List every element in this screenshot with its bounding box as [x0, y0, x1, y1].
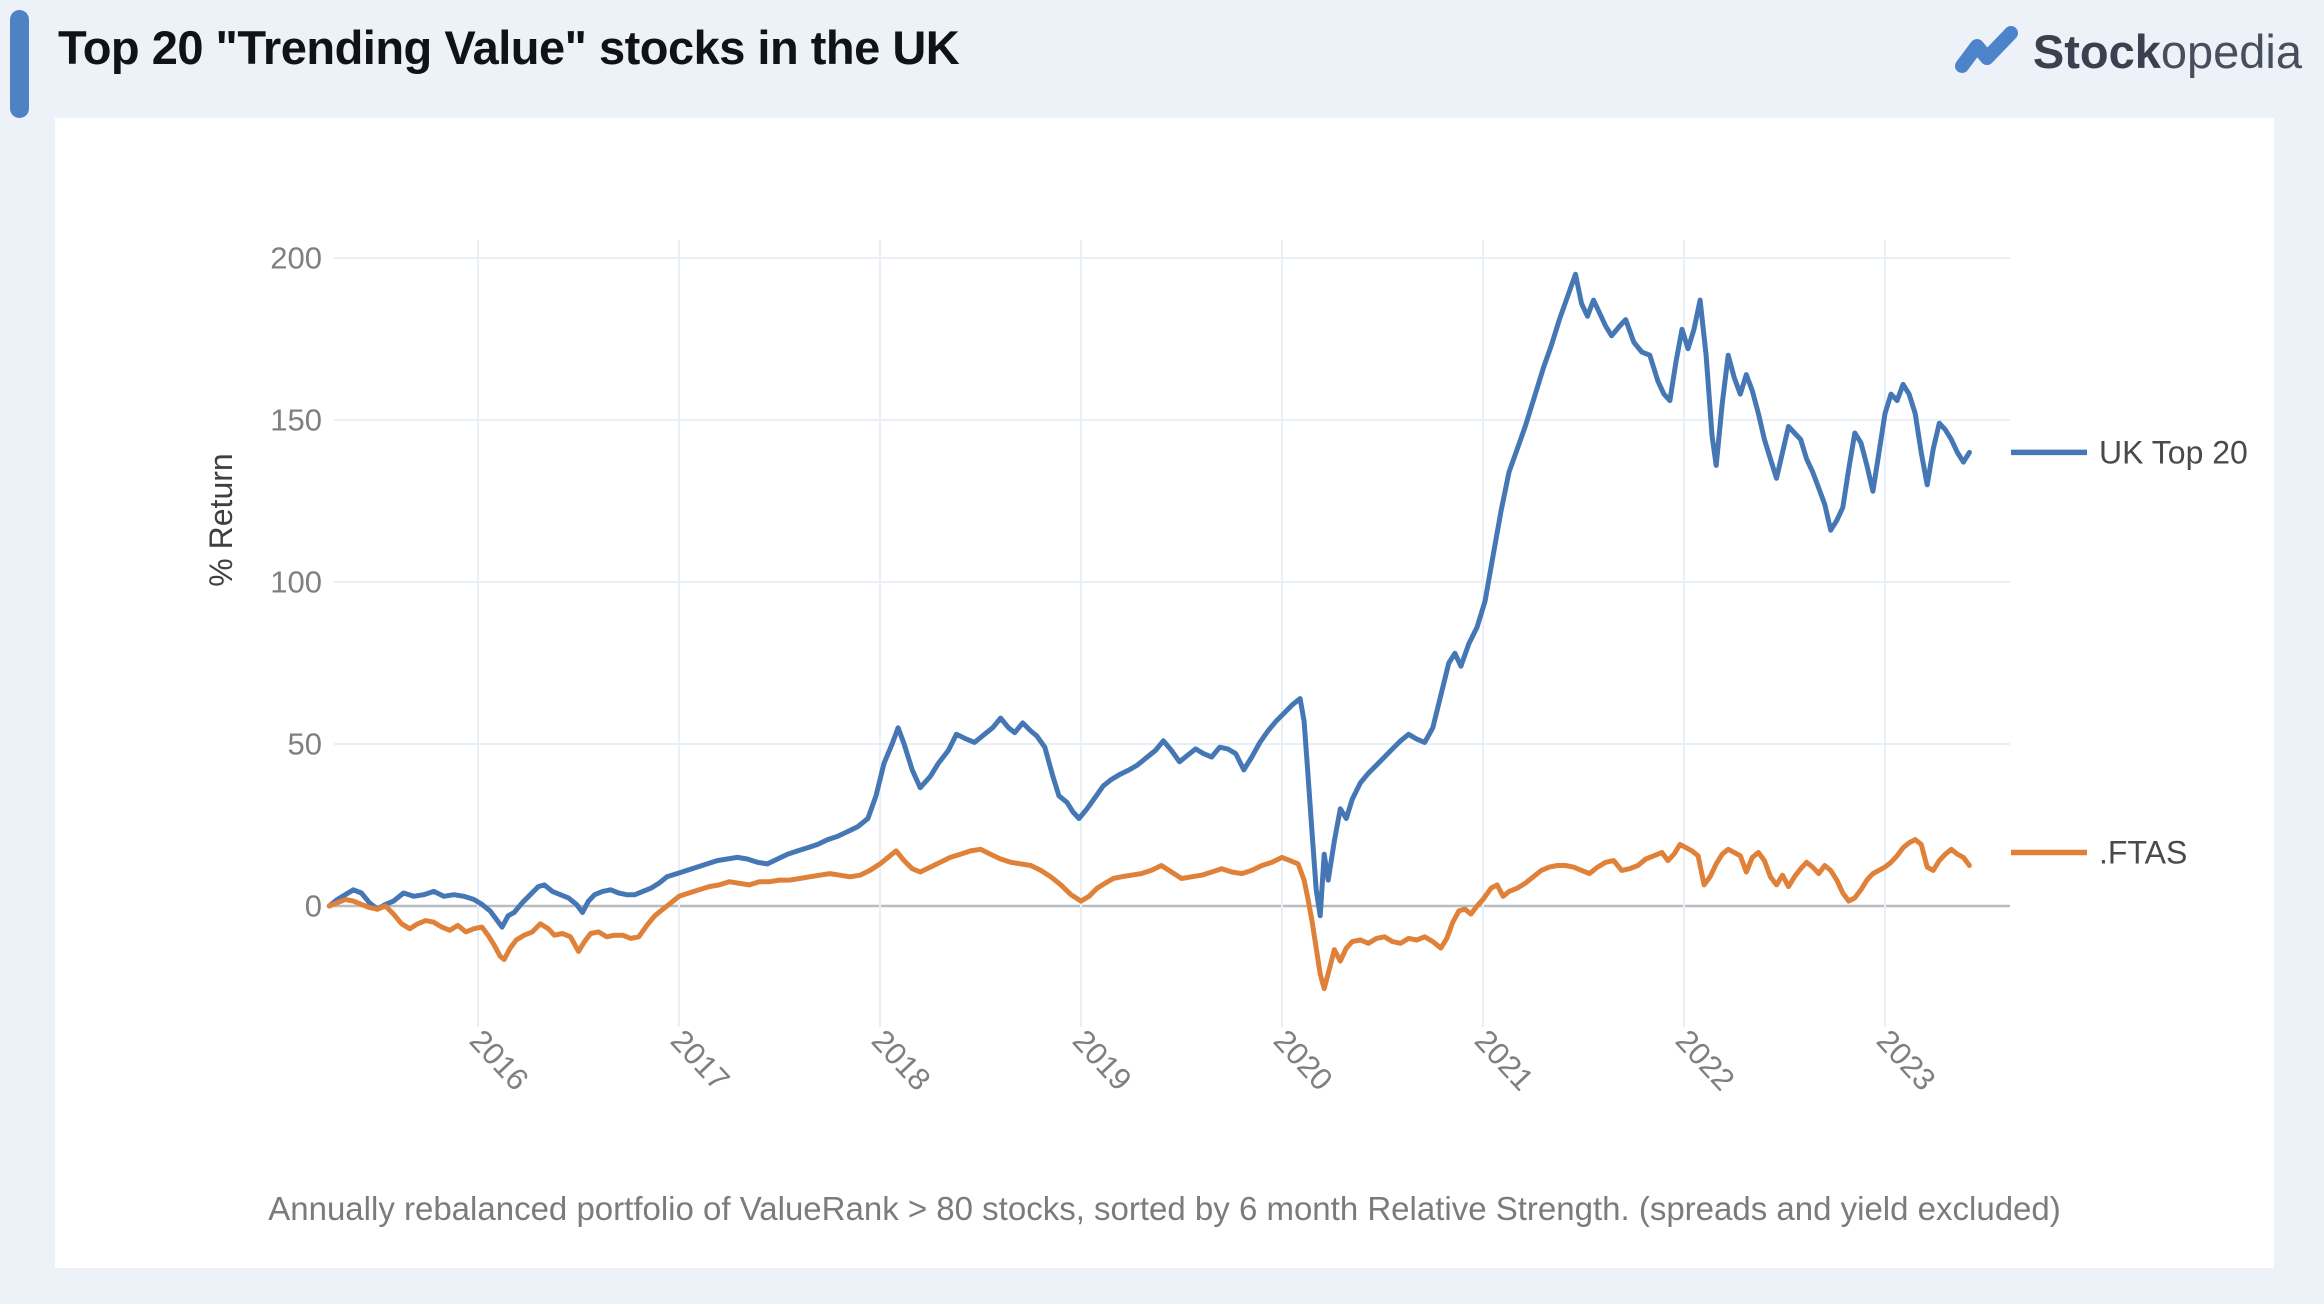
y-tick-label: 0	[305, 889, 322, 924]
series-line-uk-top-20	[326, 271, 1972, 930]
page-title: Top 20 "Trending Value" stocks in the UK	[58, 21, 960, 74]
title-accent-bar	[10, 10, 29, 118]
legend-label-ftas: .FTAS	[2099, 835, 2187, 871]
y-tick-label: 200	[270, 241, 322, 276]
stockopedia-wordmark: Stockopedia	[2033, 24, 2302, 79]
y-tick-label: 100	[270, 565, 322, 600]
series-line-ftas	[326, 837, 1972, 992]
y-tick-label: 50	[288, 727, 322, 762]
stockopedia-trend-icon	[1954, 25, 2018, 73]
legend-label-uk-top-20: UK Top 20	[2099, 434, 2248, 470]
x-tick-label: 2016	[463, 1023, 536, 1097]
x-tick-label: 2023	[1870, 1023, 1943, 1097]
stockopedia-logo: Stockopedia	[1954, 24, 2302, 79]
logo-text-bold: Stock	[2032, 25, 2161, 78]
x-tick-label: 2018	[865, 1023, 938, 1097]
x-tick-label: 2022	[1669, 1023, 1742, 1097]
y-tick-label: 150	[270, 403, 322, 438]
chart-panel	[55, 118, 2274, 1268]
x-tick-label: 2017	[664, 1023, 737, 1097]
logo-text-light: opedia	[2160, 25, 2302, 78]
y-axis-title: % Return	[203, 453, 239, 586]
chart-caption: Annually rebalanced portfolio of ValueRa…	[268, 1190, 2061, 1227]
x-tick-label: 2019	[1066, 1023, 1139, 1097]
x-tick-label: 2021	[1468, 1023, 1541, 1097]
x-tick-label: 2020	[1267, 1023, 1340, 1097]
